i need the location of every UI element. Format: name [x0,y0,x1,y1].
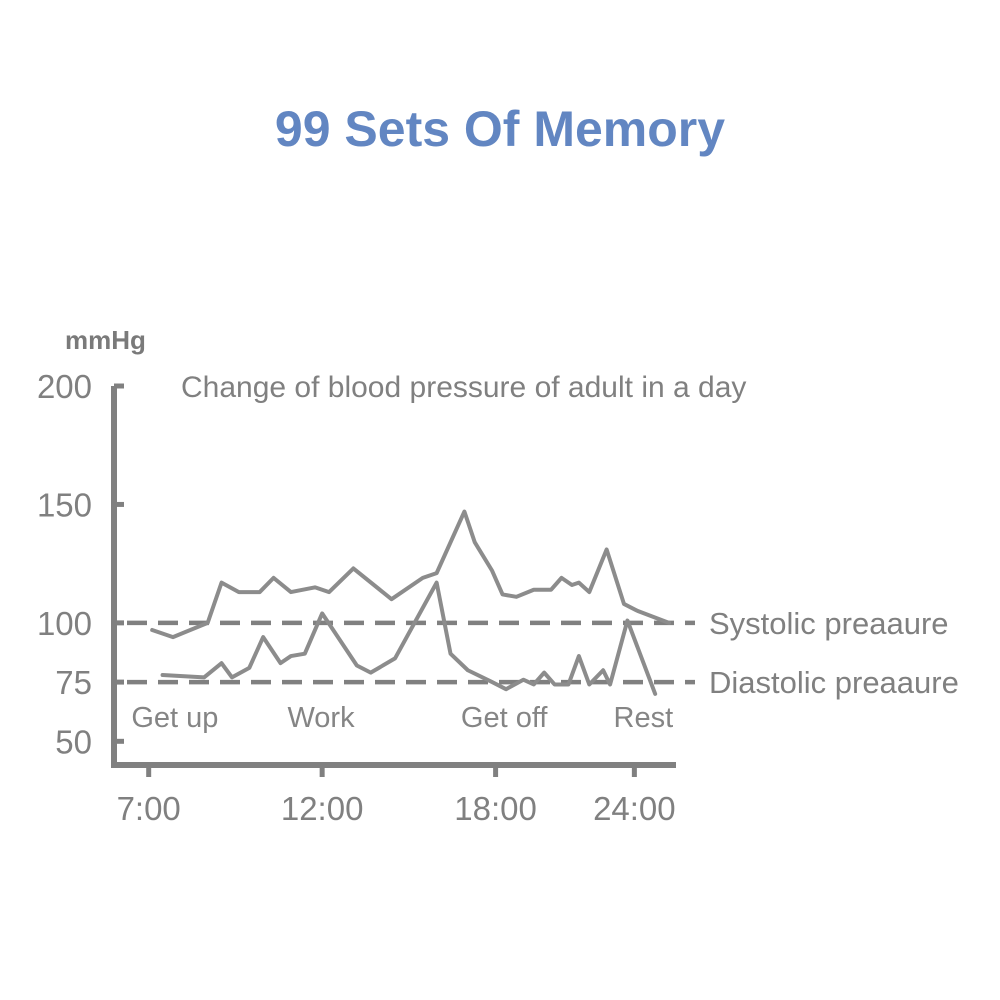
reference-line-label: Diastolic preaaure [709,665,959,700]
series-line-0 [150,509,672,640]
y-tick-label: 150 [37,486,92,523]
series-lines [150,509,672,696]
y-tick-label: 75 [55,664,92,701]
x-ticks: 7:00 12:00 18:00 24:00 [117,765,676,827]
reference-lines: Systolic preaaure Diastolic preaaure [127,606,959,700]
activity-label: Get up [131,702,218,734]
x-tick-label: 12:00 [281,790,364,827]
series-line-1 [160,580,658,696]
chart-title: Change of blood pressure of adult in a d… [181,371,746,404]
y-axis-unit: mmHg [65,325,146,355]
headline: 99 Sets Of Memory [274,101,726,157]
y-ticks: 200 150 100 75 50 [37,368,124,760]
x-tick-label: 7:00 [117,790,181,827]
x-tick-label: 18:00 [454,790,537,827]
activity-annotations: Get up Work Get off Rest [131,702,673,734]
y-tick-label: 200 [37,368,92,405]
y-tick-label: 50 [55,723,92,760]
activity-label: Rest [614,702,674,734]
axes [111,386,676,768]
activity-label: Work [287,702,355,734]
reference-line-label: Systolic preaaure [709,606,949,641]
activity-label: Get off [461,702,548,734]
y-tick-label: 100 [37,605,92,642]
x-tick-label: 24:00 [593,790,676,827]
